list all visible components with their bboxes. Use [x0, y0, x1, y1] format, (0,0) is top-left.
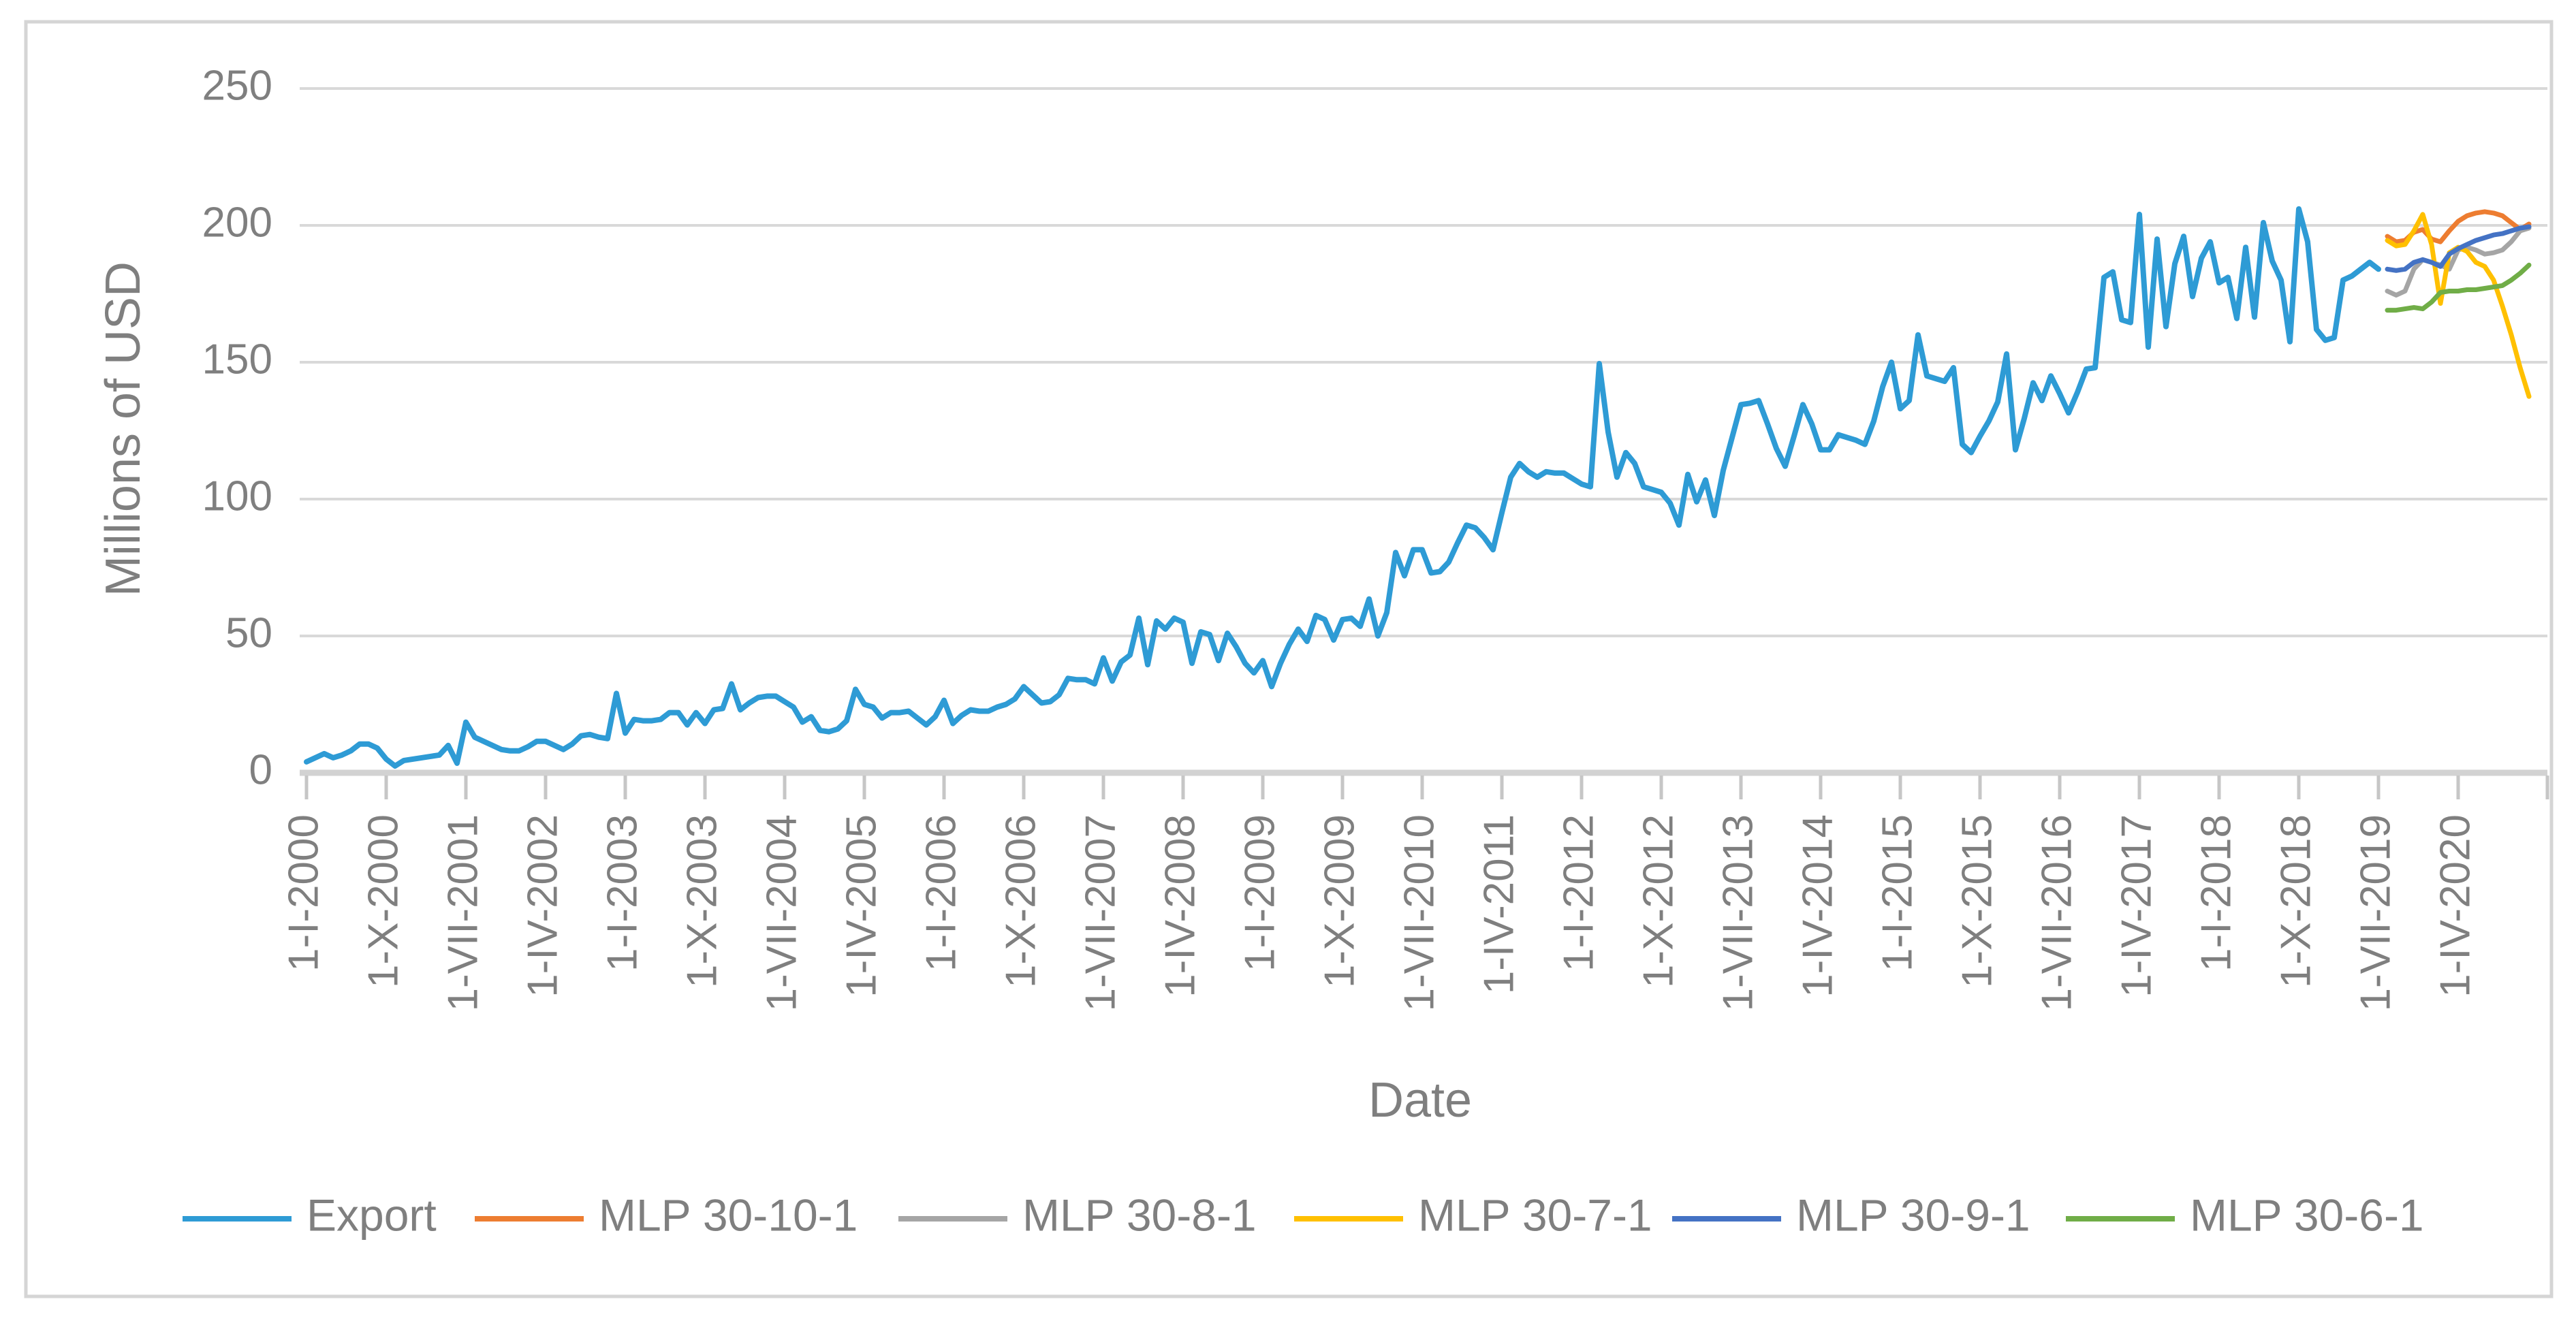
- series-line-mlp-30-9-1: [2385, 224, 2532, 273]
- y-axis-tick-labels: 0 50 100 150 200 250: [202, 62, 272, 793]
- x-tick-label: 1-IV-2005: [838, 814, 885, 997]
- x-tick-label: 1-X-2003: [678, 814, 725, 988]
- x-tick-label: 1-I-2000: [280, 814, 327, 972]
- gridlines: [300, 87, 2547, 776]
- x-tick-label: 1-I-2006: [917, 814, 964, 972]
- legend-item: MLP 30-9-1: [1672, 1190, 2030, 1240]
- chart-border: [24, 20, 2554, 1298]
- y-axis-title: Millions of USD: [96, 261, 151, 596]
- x-tick-label: 1-I-2012: [1555, 814, 1602, 972]
- x-tick-label: 1-VII-2004: [758, 814, 805, 1012]
- x-tick-label: 1-X-2000: [360, 814, 407, 988]
- x-tick-label: 1-VII-2007: [1077, 814, 1124, 1012]
- legend-label: Export: [307, 1190, 437, 1240]
- series-line-export: [304, 206, 2381, 769]
- x-tick-label: 1-X-2015: [1953, 814, 2000, 988]
- x-tick-label: 1-I-2009: [1236, 814, 1283, 972]
- y-tick-label: 100: [202, 473, 272, 520]
- legend-label: MLP 30-7-1: [1418, 1190, 1652, 1240]
- legend-label: MLP 30-10-1: [599, 1190, 858, 1240]
- y-tick-label: 0: [249, 746, 272, 793]
- x-tick-label: 1-IV-2002: [519, 814, 566, 997]
- x-axis-title: Date: [1368, 1073, 1472, 1128]
- y-tick-label: 150: [202, 336, 272, 383]
- series-line-mlp-30-6-1: [2385, 262, 2532, 313]
- x-tick-label: 1-X-2006: [997, 814, 1044, 988]
- legend-item: Export: [183, 1190, 437, 1240]
- x-tick-label: 1-I-2018: [2193, 814, 2240, 972]
- x-tick-label: 1-VII-2016: [2033, 814, 2080, 1012]
- x-tick-label: 1-X-2018: [2272, 814, 2319, 988]
- series-lines: [304, 206, 2532, 769]
- x-tick-label: 1-X-2009: [1316, 814, 1363, 988]
- legend-item: MLP 30-7-1: [1294, 1190, 1652, 1240]
- x-tick-label: 1-IV-2014: [1794, 814, 1841, 997]
- legend-item: MLP 30-8-1: [898, 1190, 1257, 1240]
- legend-label: MLP 30-6-1: [2190, 1190, 2424, 1240]
- y-tick-label: 50: [225, 609, 272, 656]
- x-axis-tick-labels: 1-I-2000 1-X-2000 1-VII-2001 1-IV-2002 1-I-2…: [280, 814, 2479, 1012]
- x-tick-label: 1-I-2003: [599, 814, 646, 972]
- x-tick-label: 1-IV-2020: [2432, 814, 2479, 997]
- y-tick-label: 200: [202, 199, 272, 246]
- legend-label: MLP 30-9-1: [1796, 1190, 2030, 1240]
- x-tick-label: 1-IV-2008: [1157, 814, 1204, 997]
- y-tick-label: 250: [202, 62, 272, 109]
- x-tick-label: 1-VII-2001: [439, 814, 486, 1012]
- legend-item: MLP 30-10-1: [475, 1190, 858, 1240]
- x-tick-label: 1-VII-2013: [1714, 814, 1761, 1012]
- x-tick-label: 1-X-2012: [1635, 814, 1682, 988]
- legend-item: MLP 30-6-1: [2066, 1190, 2424, 1240]
- x-tick-label: 1-IV-2017: [2113, 814, 2160, 997]
- legend-label: MLP 30-8-1: [1022, 1190, 1257, 1240]
- axis-tick-marks: [304, 776, 2549, 799]
- x-tick-label: 1-VII-2019: [2352, 814, 2399, 1012]
- x-tick-label: 1-VII-2010: [1396, 814, 1443, 1012]
- x-tick-label: 1-I-2015: [1874, 814, 1921, 972]
- x-tick-label: 1-IV-2011: [1475, 814, 1522, 994]
- legend: Export MLP 30-10-1 MLP 30-8-1 MLP 30-7-1 MLP…: [183, 1190, 2424, 1240]
